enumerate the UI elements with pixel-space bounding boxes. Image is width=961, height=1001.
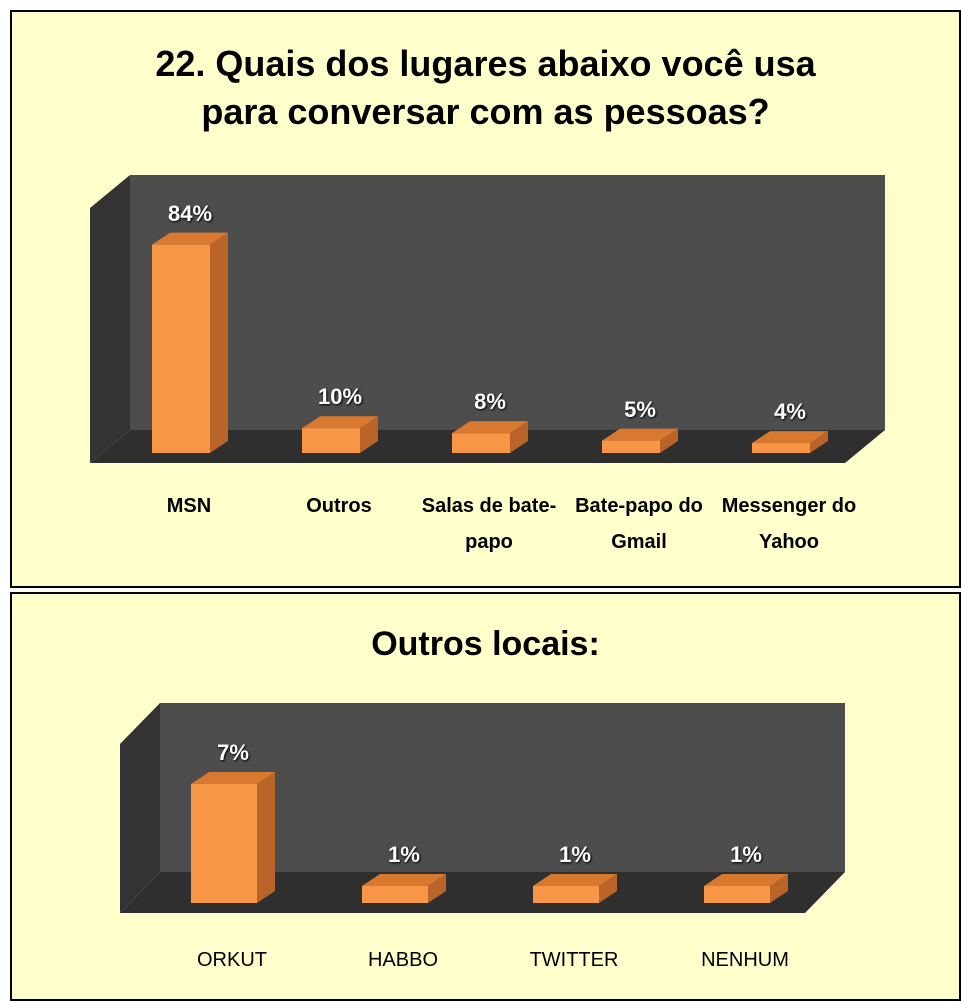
bar [452,433,510,453]
bar-top [533,874,617,886]
side-wall [120,703,160,913]
bar [191,784,257,903]
x-tick-label: ORKUT [197,949,267,971]
bar-side [660,428,678,453]
back-wall [130,175,885,430]
x-tick-label: Bate-papo do Gmail [575,495,703,553]
bar-top [191,772,275,784]
bar-top [752,431,828,444]
bar-side [810,431,828,453]
chart-panel: 22. Quais dos lugares abaixo você usa pa… [10,10,961,588]
value-label: 1% [730,842,762,867]
value-label: 10% [317,384,363,410]
side-wall [90,175,130,463]
bar-top [362,874,446,886]
bar [752,443,810,453]
x-tick-label: MSN [166,495,212,517]
bar-side [428,874,446,903]
value-label: 5% [624,396,656,422]
bar-top [452,421,528,434]
bar [302,428,360,453]
x-tick-label: Messenger do Yahoo [721,495,857,553]
value-label: 84% [167,200,213,226]
bar [533,886,599,903]
bar-side [599,874,617,903]
value-label: 1% [559,842,591,867]
chart-title: Outros locais: [371,625,600,663]
value-label: 7% [217,740,249,765]
bar-side [257,772,275,903]
x-tick-label: Outros [306,495,372,517]
bar-side [770,874,788,903]
back-wall [160,703,845,872]
value-label: 1% [388,842,420,867]
bar [602,440,660,453]
chart-panel: Outros locais: 7% ORKUT 1% HABBO 1% TWITTER 1%… [10,592,961,1001]
bar-side [510,421,528,453]
bar-top [704,874,788,886]
chart [120,703,845,913]
bar-top [602,428,678,441]
x-tick-label: HABBO [367,949,439,971]
chart [90,175,885,463]
x-tick-label: TWITTER [529,949,619,971]
bar-top [302,416,378,429]
bar-top [152,232,228,245]
bar-side [210,232,228,453]
chart-title: 22. Quais dos lugares abaixo você usa pa… [155,43,816,132]
bar [362,886,428,903]
bar [704,886,770,903]
bar [152,244,210,453]
value-label: 8% [474,389,506,415]
x-tick-label: NENHUM [701,949,789,971]
value-label: 4% [774,399,806,425]
bar-side [360,416,378,453]
floor [120,872,845,913]
x-tick-label: Salas de bate-papo [421,495,557,553]
